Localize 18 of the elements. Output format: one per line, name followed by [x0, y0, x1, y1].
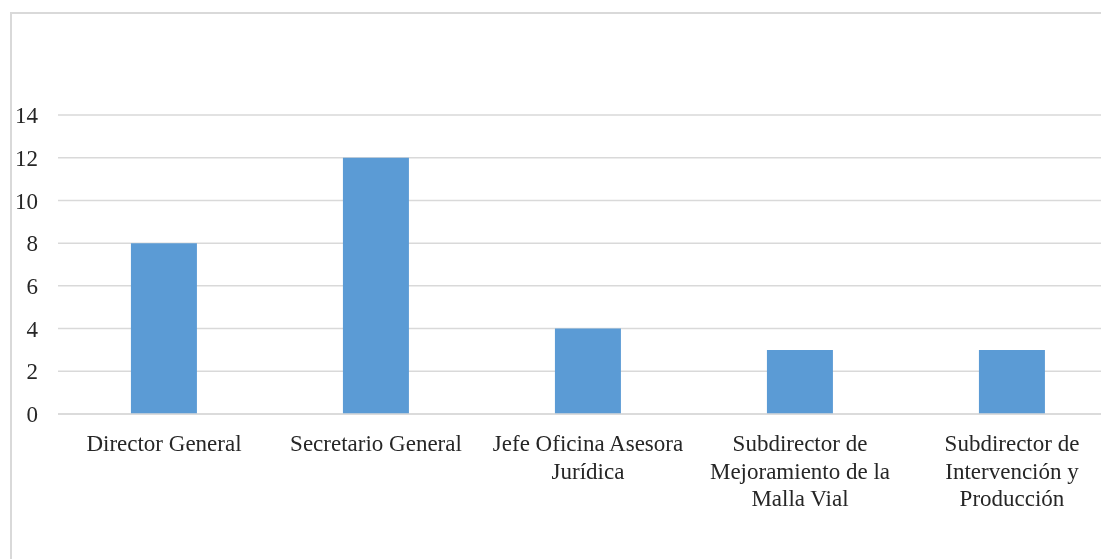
- bar: [978, 349, 1045, 414]
- y-tick-label: 0: [26, 402, 38, 428]
- y-tick-label: 12: [15, 145, 38, 171]
- y-tick-label: 10: [15, 188, 38, 214]
- y-tick-label: 2: [26, 359, 38, 385]
- y-tick-label: 14: [15, 103, 39, 129]
- x-tick-label: Jefe Oficina Asesora Jurídica: [492, 431, 684, 484]
- x-tick-label: Subdirector de Mejoramiento de la Malla Vial: [709, 431, 891, 511]
- bar: [554, 328, 621, 414]
- y-tick-label: 8: [26, 231, 38, 257]
- bar: [342, 157, 409, 414]
- x-tick-label: Director General: [86, 431, 242, 456]
- x-tick-label: Secretario General: [290, 431, 462, 456]
- y-tick-label: 6: [26, 274, 38, 300]
- bar: [766, 349, 833, 414]
- bar: [130, 243, 197, 414]
- y-tick-label: 4: [26, 316, 39, 342]
- x-tick-label: Subdirector de Intervención y Producción: [944, 431, 1080, 511]
